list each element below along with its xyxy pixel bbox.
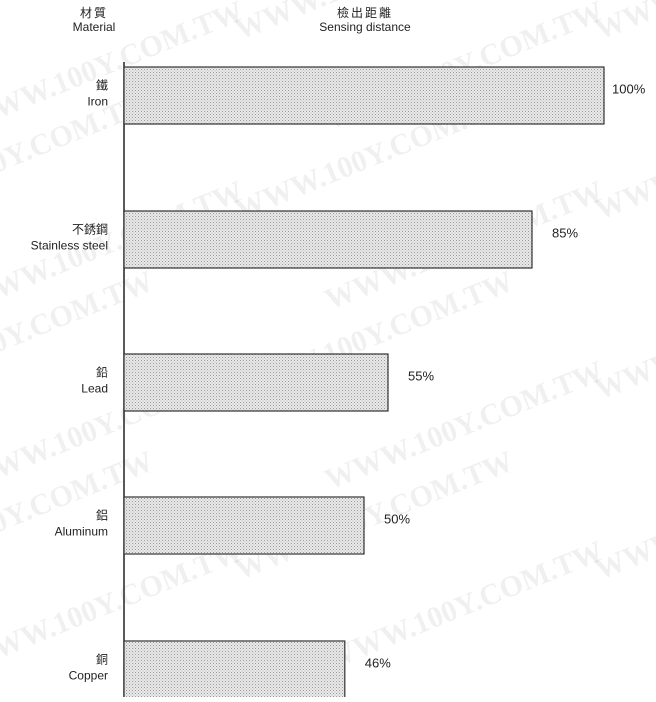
category-label-zh: 鉛 <box>96 366 108 380</box>
category-label-en: Aluminum <box>55 525 108 539</box>
material-header-zh: 材質 <box>79 6 108 20</box>
distance-header-zh: 檢出距離 <box>336 6 393 20</box>
material-header-en: Material <box>72 20 116 34</box>
bar-lead <box>123 353 389 412</box>
bar-aluminum <box>123 496 365 555</box>
category-label-en: Copper <box>69 669 108 683</box>
bar-stainless-steel <box>123 210 533 269</box>
category-label-en: Stainless steel <box>31 239 108 253</box>
category-label-en: Iron <box>87 95 108 109</box>
value-label: 85% <box>552 226 578 241</box>
bar-iron <box>123 66 605 125</box>
category-label-zh: 鋁 <box>96 509 108 523</box>
material-column-header: 材質 Material <box>58 6 130 34</box>
category-label-zh: 鐵 <box>96 78 108 93</box>
value-label: 50% <box>384 512 410 527</box>
distance-column-header: 檢出距離 Sensing distance <box>300 6 430 34</box>
distance-header-en: Sensing distance <box>319 20 411 34</box>
value-label: 100% <box>612 82 646 97</box>
category-label-zh: 不銹鋼 <box>72 223 108 237</box>
category-label-en: Lead <box>81 382 108 396</box>
value-label: 46% <box>365 656 391 671</box>
bar-copper <box>123 640 346 697</box>
category-label-zh: 銅 <box>96 653 108 667</box>
value-label: 55% <box>408 369 434 384</box>
